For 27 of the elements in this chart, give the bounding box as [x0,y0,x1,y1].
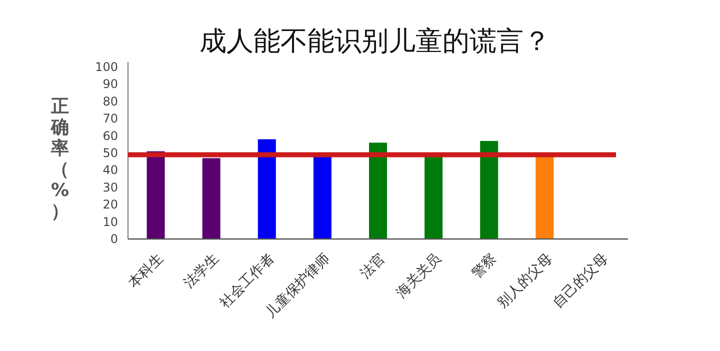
chart-title: 成人能不能识别儿童的谎言？ [200,26,550,57]
bar [480,140,498,239]
bar [313,156,332,239]
y-tick-label: 90 [102,77,118,92]
y-axis-title: 正确率（%） [50,96,70,222]
bar [258,139,276,239]
y-tick-label: 10 [102,214,118,229]
bar [536,156,554,239]
y-tick-label: 50 [102,146,118,160]
x-tick-label: 法官 [358,250,389,282]
y-tick-label: 0 [110,232,118,246]
bar [146,151,165,239]
y-tick-label: 80 [102,94,118,108]
x-tick-label: 本科生 [126,250,167,292]
y-tick-label: 70 [102,112,118,126]
x-tick-label: 法学生 [181,250,222,292]
x-tick-label: 警察 [468,250,500,282]
x-tick-label: 自己的父母 [550,250,612,312]
x-tick-label: 海关关员 [393,250,444,302]
bar [424,156,443,239]
bar [202,158,220,239]
y-tick-label: 40 [102,163,118,178]
y-tick-label: 60 [102,128,118,143]
y-tick-label: 30 [102,180,118,194]
y-tick-label: 100 [95,60,118,74]
y-tick-label: 20 [102,198,118,212]
bar [369,142,387,239]
